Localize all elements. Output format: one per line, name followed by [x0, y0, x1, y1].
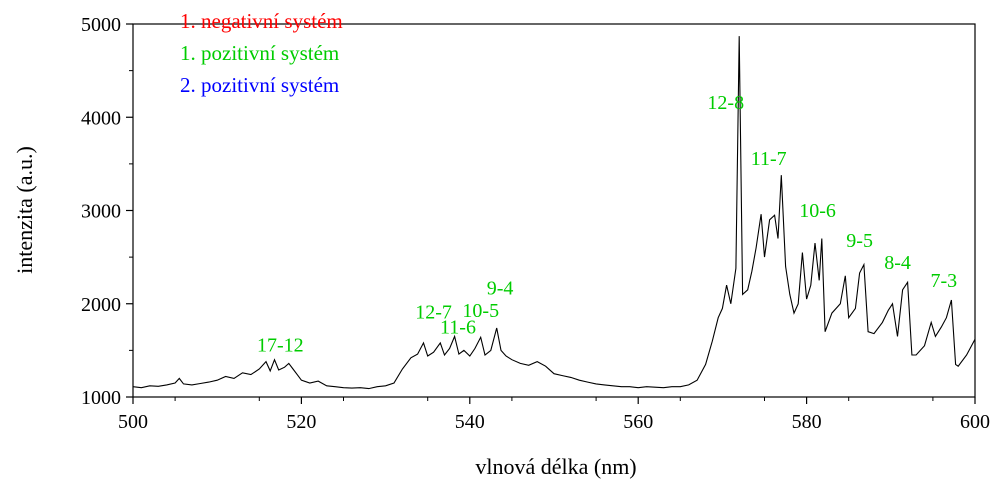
x-tick-label: 580 [792, 411, 822, 433]
band-label: 7-3 [931, 270, 958, 292]
x-tick-label: 560 [623, 411, 653, 433]
y-tick-label: 2000 [81, 294, 121, 316]
x-tick-label: 500 [118, 411, 148, 433]
y-axis: 1000 2000 3000 4000 5000 [81, 14, 133, 409]
band-label: 12-8 [707, 92, 744, 114]
band-label: 8-4 [884, 252, 911, 274]
legend: 1. negativní systém 1. pozitivní systém 2.… [180, 9, 343, 97]
band-label: 11-7 [751, 148, 787, 170]
band-label: 12-7 [415, 302, 452, 324]
y-tick-label: 5000 [81, 14, 121, 36]
band-label: 10-6 [799, 200, 836, 222]
legend-entry: 1. pozitivní systém [180, 41, 339, 65]
y-axis-label: intenzita (a.u.) [12, 146, 37, 274]
legend-entry: 2. pozitivní systém [180, 73, 339, 97]
spectrum-series-line [132, 36, 976, 390]
x-tick-label: 520 [286, 411, 316, 433]
x-tick-label: 540 [455, 411, 485, 433]
x-axis: 500 520 540 560 580 600 [118, 397, 990, 433]
band-label: 10-5 [462, 300, 499, 322]
band-label: 11-6 [440, 317, 476, 339]
y-tick-label: 4000 [81, 107, 121, 129]
legend-entry: 1. negativní systém [180, 9, 343, 33]
band-annotations: 12-8 11-7 10-6 9-5 8-4 7-3 9-410-5 12-711-6 17-1… [257, 92, 957, 356]
x-axis-label: vlnová délka (nm) [475, 454, 636, 479]
band-label: 9-5 [846, 230, 873, 252]
x-tick-label: 600 [960, 411, 990, 433]
band-label: 9-4 [487, 277, 514, 299]
y-tick-label: 3000 [81, 201, 121, 223]
band-label: 17-12 [257, 334, 304, 356]
y-tick-label: 1000 [81, 387, 121, 409]
